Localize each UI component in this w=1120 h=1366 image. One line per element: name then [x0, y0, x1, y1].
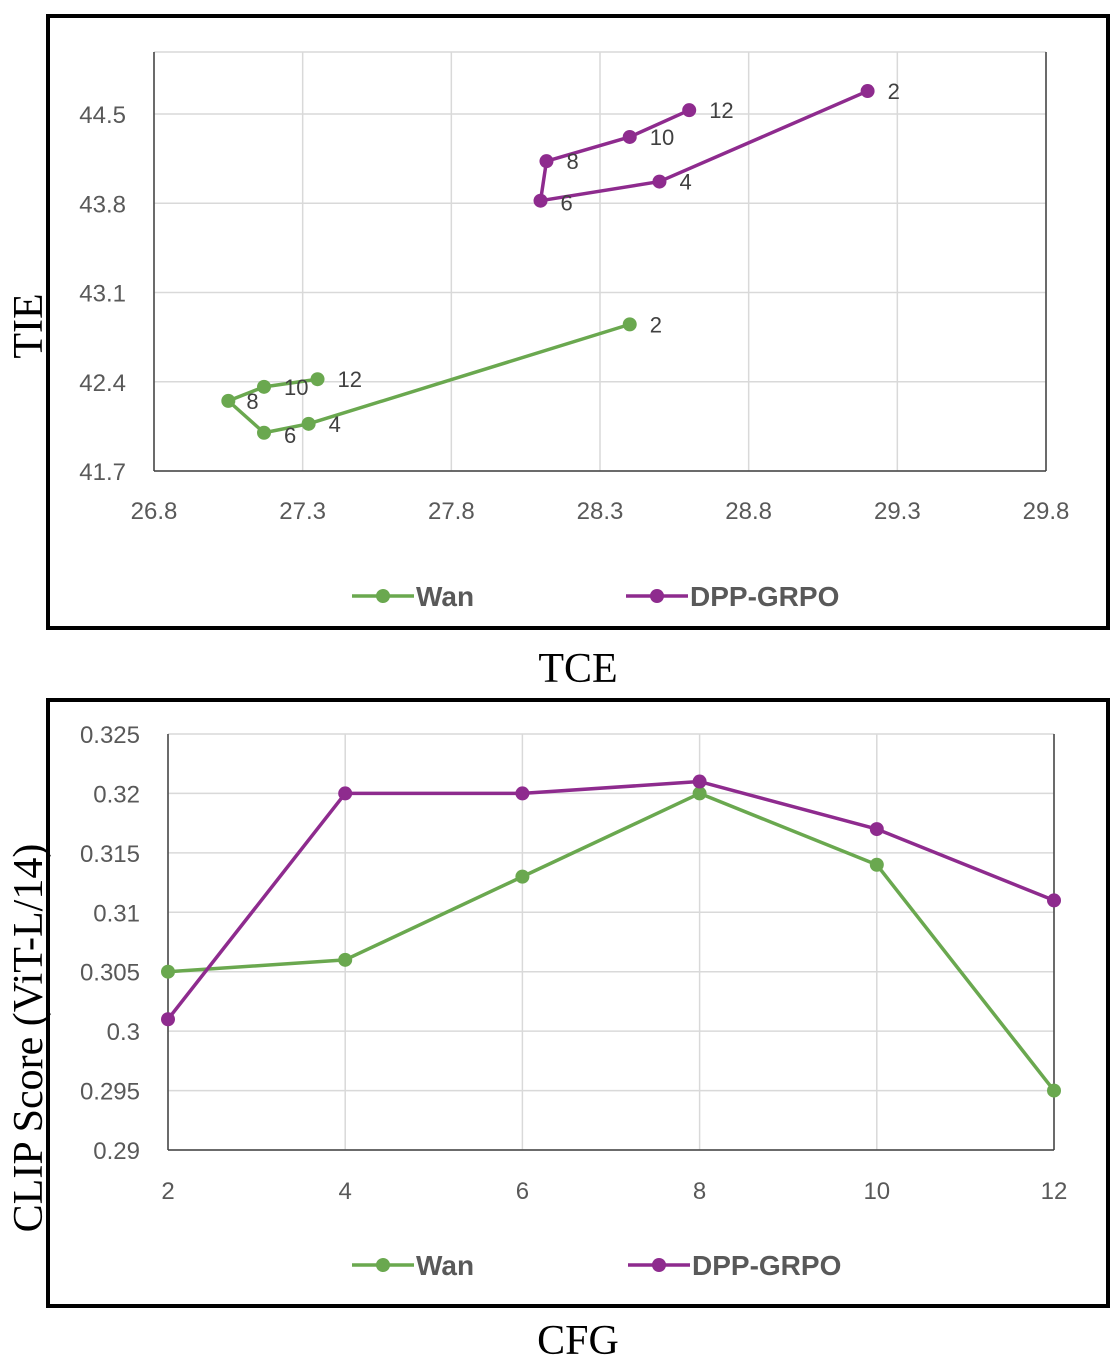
chart2-x-tick-12: 12 [1041, 1178, 1068, 1205]
chart2-y-axis-title: CLIP Score (ViT-L/14) [6, 844, 52, 1233]
chart2-point-dpp-grpo-6 [515, 786, 530, 801]
chart1-point-wan-10 [257, 379, 272, 394]
chart2-frame [46, 698, 1110, 1308]
chart1-point-dpp-grpo-6 [533, 193, 548, 208]
chart1-point-label-wan-4: 4 [329, 412, 341, 437]
chart1-point-wan-6 [257, 425, 272, 440]
chart2-point-wan-6 [515, 869, 530, 884]
chart2-y-tick-0-29: 0.29 [93, 1138, 140, 1165]
chart2-y-tick-0-32: 0.32 [93, 781, 140, 808]
chart1-point-wan-8 [221, 393, 236, 408]
chart2-point-wan-12 [1047, 1083, 1061, 1098]
chart1-point-label-dpp-grpo-6: 6 [561, 191, 573, 216]
chart1-y-tick-41-7: 41.7 [79, 459, 126, 486]
chart1-line-wan [226, 322, 631, 435]
chart1-point-label-dpp-grpo-4: 4 [679, 170, 691, 195]
chart2-point-dpp-grpo-8 [692, 774, 707, 789]
chart1-point-label-wan-10: 10 [284, 375, 308, 400]
chart2-x-tick-10: 10 [863, 1178, 890, 1205]
chart1-x-tick-28-3: 28.3 [577, 498, 624, 525]
chart2-series [161, 774, 1061, 1098]
chart1-legend-label-wan: Wan [416, 581, 474, 612]
chart2-point-dpp-grpo-12 [1047, 893, 1061, 908]
chart1-point-label-wan-8: 8 [246, 389, 258, 414]
chart2-legend-marker-dpp-grpo [652, 1258, 666, 1272]
chart1-point-label-wan-12: 12 [338, 367, 362, 392]
chart2-y-tick-0-325: 0.325 [80, 722, 140, 749]
chart2-x-tick-4: 4 [339, 1178, 352, 1205]
chart1-axes [153, 52, 1047, 472]
chart2-legend-marker-wan [376, 1258, 390, 1272]
chart1-y-tick-42-4: 42.4 [79, 370, 126, 397]
chart2-line-wan [167, 791, 1056, 1092]
chart2-y-tick-0-315: 0.315 [80, 841, 140, 868]
chart2-point-wan-2 [161, 964, 175, 979]
chart1-point-wan-12 [310, 372, 325, 387]
chart1-y-tick-44-5: 44.5 [79, 102, 126, 129]
chart1-point-label-dpp-grpo-8: 8 [566, 149, 578, 174]
chart2-line-dpp-grpo [166, 779, 1055, 1021]
chart2-point-dpp-grpo-2 [161, 1012, 175, 1027]
chart1-x-ticks: 26.8 27.3 27.8 28.3 28.8 29.3 29.8 [131, 498, 1070, 525]
chart2-legend: Wan DPP-GRPO [352, 1250, 841, 1281]
chart1-x-axis-title: TCE [538, 646, 617, 692]
chart1-point-dpp-grpo-10 [622, 129, 637, 144]
chart1-point-label-dpp-grpo-10: 10 [650, 125, 674, 150]
chart2-point-wan-10 [869, 857, 884, 872]
chart1-point-label-wan-6: 6 [284, 423, 296, 448]
chart2-point-wan-8 [692, 786, 707, 801]
chart1-point-dpp-grpo-8 [539, 154, 554, 169]
chart2-legend-label-wan: Wan [416, 1250, 474, 1281]
chart2-x-tick-8: 8 [693, 1178, 706, 1205]
chart1-legend-marker-wan [376, 589, 390, 603]
chart2-y-tick-0-295: 0.295 [80, 1079, 140, 1106]
chart1-legend-marker-dpp-grpo [650, 589, 664, 603]
chart2-legend-label-dpp-grpo: DPP-GRPO [692, 1250, 841, 1281]
chart1-point-label-wan-2: 2 [650, 312, 662, 337]
chart1-grid [153, 51, 1047, 472]
chart1-y-axis-title: TIE [6, 293, 52, 358]
chart2-point-wan-4 [338, 952, 353, 967]
chart1-y-tick-43-8: 43.8 [79, 191, 126, 218]
chart1-line-dpp-grpo [538, 89, 869, 203]
chart1-x-tick-27-8: 27.8 [428, 498, 475, 525]
chart1-y-ticks: 41.7 42.4 43.1 43.8 44.5 [79, 102, 126, 486]
chart2-y-ticks: 0.29 0.295 0.3 0.305 0.31 0.315 0.32 0.325 [80, 722, 140, 1165]
chart2-x-tick-6: 6 [516, 1178, 529, 1205]
chart2-axes [167, 734, 1055, 1151]
chart1-legend-label-dpp-grpo: DPP-GRPO [690, 581, 839, 612]
chart1-x-tick-26-8: 26.8 [131, 498, 178, 525]
chart1-point-wan-4 [301, 416, 316, 431]
chart1-point-dpp-grpo-4 [652, 174, 667, 189]
chart1-point-label-dpp-grpo-2: 2 [888, 79, 900, 104]
chart2-x-ticks: 2 4 6 8 10 12 [161, 1178, 1067, 1205]
chart2-y-tick-0-3: 0.3 [107, 1019, 140, 1046]
chart1-point-label-dpp-grpo-12: 12 [709, 98, 733, 123]
chart1-legend: Wan DPP-GRPO [352, 581, 839, 612]
chart1-point-dpp-grpo-2 [860, 84, 875, 99]
chart1-point-wan-2 [622, 317, 637, 332]
chart1-x-tick-27-3: 27.3 [279, 498, 326, 525]
chart2-y-tick-0-305: 0.305 [80, 960, 140, 987]
chart2-point-dpp-grpo-4 [338, 786, 353, 801]
chart1-x-tick-28-8: 28.8 [725, 498, 772, 525]
chart1-y-tick-43-1: 43.1 [79, 281, 126, 308]
chart1-x-tick-29-3: 29.3 [874, 498, 921, 525]
chart2-x-axis-title: CFG [537, 1318, 619, 1364]
chart2-x-tick-2: 2 [161, 1178, 174, 1205]
chart2-point-dpp-grpo-10 [869, 822, 884, 837]
chart2-y-tick-0-31: 0.31 [93, 900, 140, 927]
chart1-x-tick-29-8: 29.8 [1023, 498, 1070, 525]
chart1-frame [46, 14, 1110, 630]
chart1-point-dpp-grpo-12 [682, 103, 697, 118]
chart1-series: 2 4 6 8 10 12 2 4 6 8 10 12 [221, 79, 900, 448]
